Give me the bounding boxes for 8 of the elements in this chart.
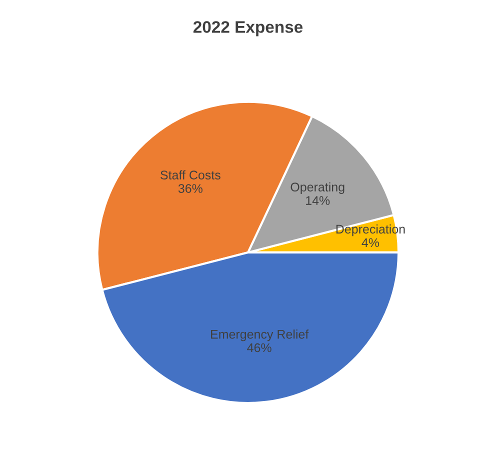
slice-label: Operating — [290, 182, 344, 194]
data-label: 36% — [178, 184, 202, 193]
slice-label: Emergency Relief — [211, 330, 309, 342]
data-label: 4% — [362, 238, 380, 248]
slice-label: Staff Costs — [160, 170, 220, 180]
data-label: 14% — [306, 196, 330, 205]
chart-title: 2022 Expense — [193, 21, 303, 36]
data-label: 46% — [247, 343, 272, 352]
